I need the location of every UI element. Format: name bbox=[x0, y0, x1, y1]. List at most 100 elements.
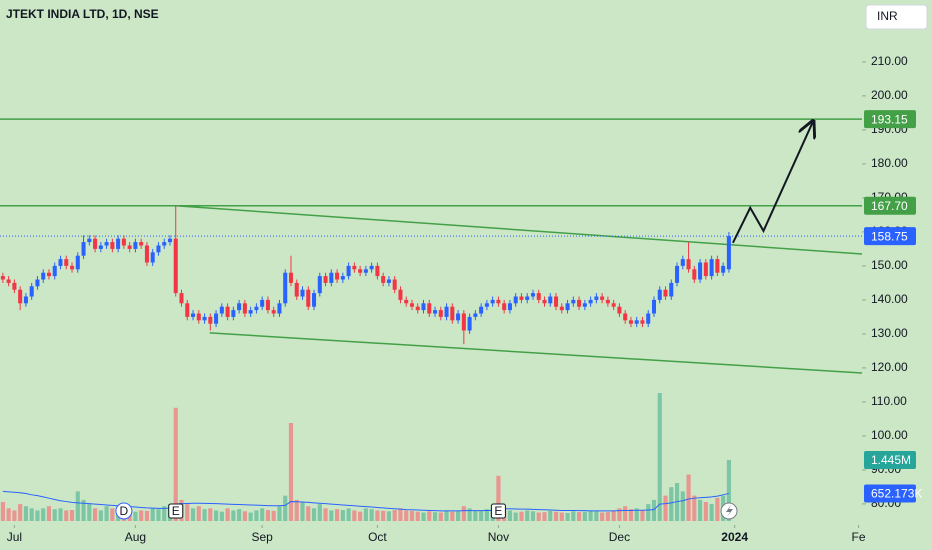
volume-bar bbox=[110, 508, 115, 521]
volume-bar bbox=[582, 511, 587, 521]
candle-body bbox=[381, 276, 386, 283]
volume-bar bbox=[69, 510, 75, 521]
currency: INR bbox=[877, 9, 898, 23]
candle-body bbox=[536, 293, 541, 300]
candle-body bbox=[346, 265, 351, 277]
candle-body bbox=[12, 282, 17, 290]
volume-bar bbox=[456, 511, 461, 521]
candle-body bbox=[231, 310, 236, 317]
candle-body bbox=[525, 296, 530, 300]
last-price-badge: 158.75 bbox=[871, 229, 908, 243]
volume-bar bbox=[600, 512, 605, 521]
volume-bar bbox=[208, 508, 213, 521]
volume-bar bbox=[692, 495, 697, 521]
candle-body bbox=[116, 238, 121, 249]
volume-bar bbox=[467, 508, 472, 521]
volume-bar bbox=[542, 512, 547, 521]
volume-bar bbox=[329, 510, 334, 521]
y-tick-label: 140.00 bbox=[871, 292, 908, 306]
volume-bar bbox=[381, 510, 386, 521]
volume-bar bbox=[473, 510, 478, 521]
candle-body bbox=[150, 252, 155, 263]
candle-body bbox=[75, 255, 80, 270]
candle-body bbox=[554, 296, 559, 307]
volume-bar bbox=[41, 508, 46, 521]
candle-body bbox=[133, 242, 138, 249]
candle-body bbox=[686, 259, 691, 270]
volume-bar bbox=[398, 508, 403, 521]
volume-bar bbox=[139, 510, 144, 521]
candle-body bbox=[104, 242, 109, 246]
volume-bar bbox=[709, 504, 714, 521]
price-pane bbox=[0, 119, 863, 374]
lightning-icon[interactable] bbox=[720, 502, 738, 520]
volume-bar bbox=[698, 499, 703, 521]
volume-bar bbox=[565, 512, 570, 521]
candle-body bbox=[179, 293, 184, 304]
volume-bar bbox=[52, 509, 57, 521]
candle-body bbox=[634, 320, 639, 324]
volume-bar bbox=[559, 512, 564, 521]
candle-body bbox=[35, 279, 40, 287]
volume-bar bbox=[346, 508, 351, 521]
candle-body bbox=[41, 272, 46, 280]
candle-body bbox=[542, 299, 547, 304]
volume-bar bbox=[265, 510, 271, 521]
currency-box[interactable] bbox=[865, 4, 928, 30]
candle-body bbox=[52, 265, 57, 277]
volume-bar bbox=[335, 509, 340, 521]
volume-bar bbox=[231, 510, 236, 521]
volume-bar bbox=[144, 510, 150, 521]
y-tick-label: 130.00 bbox=[871, 326, 908, 340]
y-tick-label: 100.00 bbox=[871, 428, 908, 442]
candle-body bbox=[294, 282, 299, 297]
x-tick-label: 2024 bbox=[721, 530, 748, 544]
candle-body bbox=[156, 245, 161, 253]
volume-bar bbox=[162, 506, 167, 521]
y-tick-label: 180.00 bbox=[871, 156, 908, 170]
volume-bar bbox=[219, 511, 224, 521]
candle-body bbox=[306, 289, 311, 307]
candle-body bbox=[444, 306, 449, 317]
volume-bar bbox=[617, 508, 622, 521]
volume-bar bbox=[358, 511, 363, 521]
level-badge: 167.70 bbox=[871, 199, 908, 213]
candle-body bbox=[623, 313, 628, 321]
volume-bar bbox=[6, 508, 11, 521]
candle-body bbox=[167, 238, 172, 243]
volume-bar bbox=[571, 511, 576, 521]
level-badge-bg bbox=[864, 110, 916, 129]
volume-bar bbox=[415, 511, 420, 521]
volume-bar bbox=[680, 491, 685, 521]
volume-ma-line bbox=[2, 490, 730, 512]
candle-body bbox=[392, 279, 397, 290]
candle-body bbox=[640, 320, 645, 324]
volume-bar bbox=[634, 508, 639, 521]
candle-body bbox=[577, 299, 582, 307]
volume-bar bbox=[64, 510, 69, 521]
volume-bar bbox=[553, 511, 559, 521]
volume-bar bbox=[461, 506, 466, 521]
x-tick-label: Sep bbox=[251, 530, 273, 544]
volume-bar bbox=[438, 512, 443, 521]
candle-body bbox=[692, 269, 697, 280]
candle-body bbox=[352, 265, 357, 270]
volume-bar bbox=[548, 510, 553, 521]
candle-body bbox=[582, 303, 587, 307]
candle-body bbox=[237, 303, 242, 311]
candle-body bbox=[628, 320, 633, 324]
candle-body bbox=[467, 316, 472, 331]
volume-bar bbox=[375, 510, 380, 521]
candle-body bbox=[559, 306, 564, 311]
event-marker bbox=[115, 502, 133, 520]
y-tick-label: 110.00 bbox=[871, 394, 907, 408]
volume-bar bbox=[104, 506, 109, 521]
candle-body bbox=[513, 296, 518, 304]
volume-bar bbox=[254, 510, 259, 521]
candle-body bbox=[375, 265, 380, 277]
candle-body bbox=[260, 299, 265, 307]
candle-body bbox=[680, 259, 685, 266]
volume-bar bbox=[311, 508, 317, 521]
candle-body bbox=[502, 303, 507, 311]
